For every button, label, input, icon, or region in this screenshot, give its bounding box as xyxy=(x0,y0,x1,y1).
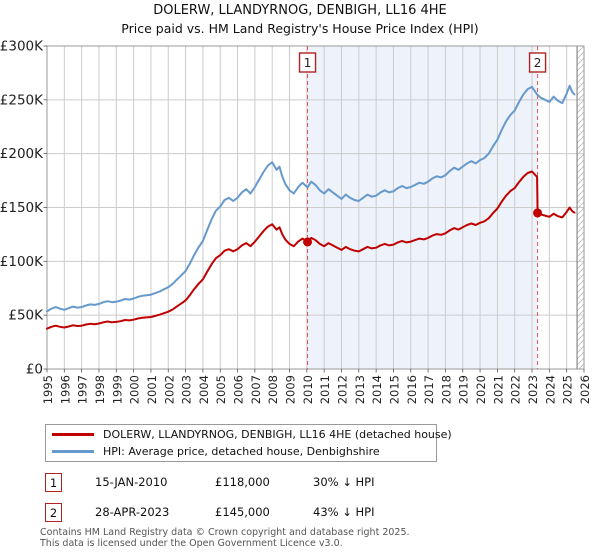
x-axis-tick-label: 2009 xyxy=(284,375,298,404)
x-axis-tick-label: 2006 xyxy=(232,375,246,404)
y-axis-tick-label: £250K xyxy=(0,92,44,108)
chart-subtitle: Price paid vs. HM Land Registry's House … xyxy=(121,21,479,36)
sale-2-hpi-diff: 43% ↓ HPI xyxy=(313,505,375,519)
x-axis-tick-label: 1999 xyxy=(110,375,124,404)
legend-item-price-paid: DOLERW, LLANDYRNOG, DENBIGH, LL16 4HE (d… xyxy=(46,426,452,443)
x-axis-tick-label: 2022 xyxy=(509,375,523,404)
y-axis-tick-label: £150K xyxy=(0,200,44,216)
chart-legend: DOLERW, LLANDYRNOG, DENBIGH, LL16 4HE (d… xyxy=(45,424,452,462)
sale-1-number-badge: 1 xyxy=(45,473,62,492)
x-axis-tick-label: 2004 xyxy=(197,375,211,404)
chart-title: DOLERW, LLANDYRNOG, DENBIGH, LL16 4HE xyxy=(153,3,447,18)
sale-2-point xyxy=(533,208,543,218)
sale-1-point xyxy=(303,237,313,247)
x-axis-tick-label: 2000 xyxy=(128,375,142,404)
x-axis-tick-label: 2020 xyxy=(474,375,488,404)
x-axis-tick-label: 2007 xyxy=(249,375,263,404)
legend-item-hpi: HPI: Average price, detached house, Denb… xyxy=(46,443,436,460)
x-axis-tick-label: 2003 xyxy=(180,375,194,404)
sale-2-date: 28-APR-2023 xyxy=(95,505,170,519)
sale-1-price: £118,000 xyxy=(215,475,270,489)
x-axis-tick-label: 2026 xyxy=(578,375,592,404)
y-axis-tick-label: £300K xyxy=(0,39,44,55)
x-axis-tick-label: 2021 xyxy=(491,375,505,404)
sale-2-number-badge: 2 xyxy=(45,503,62,522)
sale-2-price: £145,000 xyxy=(215,505,270,519)
x-axis-tick-label: 1997 xyxy=(76,375,90,404)
license-footer-line2: This data is licensed under the Open Gov… xyxy=(40,537,343,549)
x-axis-tick-label: 2016 xyxy=(405,375,419,404)
x-axis-tick-label: 2011 xyxy=(318,375,332,404)
sale-annotation-row-2: 2 28-APR-2023 £145,000 43% ↓ HPI xyxy=(45,503,465,523)
hpi-line-swatch xyxy=(52,450,94,454)
x-axis-tick-label: 2012 xyxy=(335,375,349,404)
y-axis-tick-label: £0 xyxy=(26,362,43,378)
price-paid-line-swatch xyxy=(52,432,94,436)
hpi-line xyxy=(46,84,576,313)
x-axis-tick-label: 2025 xyxy=(561,375,575,404)
sale-1-flag-box xyxy=(298,52,317,73)
y-axis-tick-label: £100K xyxy=(0,254,44,270)
x-axis-tick-label: 2019 xyxy=(457,375,471,404)
y-axis-tick-label: £50K xyxy=(8,308,44,324)
y-axis-tick-label: £200K xyxy=(0,146,44,162)
x-axis-tick-label: 1995 xyxy=(41,375,55,404)
x-axis-tick-label: 2008 xyxy=(266,375,280,404)
legend-label-hpi: HPI: Average price, detached house, Denb… xyxy=(103,445,380,459)
x-axis-tick-label: 2015 xyxy=(387,375,401,404)
license-footer-line1: Contains HM Land Registry data © Crown c… xyxy=(40,527,410,538)
x-axis-tick-label: 1998 xyxy=(93,375,107,404)
x-axis-tick-label: 2010 xyxy=(301,375,315,404)
license-footer: Contains HM Land Registry data © Crown c… xyxy=(40,527,410,549)
x-axis-tick-label: 2023 xyxy=(526,375,540,404)
sale-1-hpi-diff: 30% ↓ HPI xyxy=(313,475,375,489)
sale-1-flag-label: 1 xyxy=(304,56,312,70)
x-axis-tick-label: 2013 xyxy=(353,375,367,404)
x-axis-tick-label: 1996 xyxy=(58,375,72,404)
sale-2-flag-box xyxy=(528,52,547,73)
x-axis-tick-label: 2002 xyxy=(162,375,176,404)
x-axis-tick-label: 2005 xyxy=(214,375,228,404)
legend-label-price-paid: DOLERW, LLANDYRNOG, DENBIGH, LL16 4HE (d… xyxy=(103,427,452,441)
sale-annotation-row-1: 1 15-JAN-2010 £118,000 30% ↓ HPI xyxy=(45,473,465,493)
x-axis-tick-label: 2024 xyxy=(543,375,557,404)
sale-2-flag-label: 2 xyxy=(534,56,542,70)
price-paid-line xyxy=(46,170,576,330)
sale-1-date: 15-JAN-2010 xyxy=(95,475,168,489)
x-axis-tick-label: 2018 xyxy=(439,375,453,404)
x-axis-tick-label: 2017 xyxy=(422,375,436,404)
x-axis-tick-label: 2014 xyxy=(370,375,384,404)
x-axis-tick-label: 2001 xyxy=(145,375,159,404)
